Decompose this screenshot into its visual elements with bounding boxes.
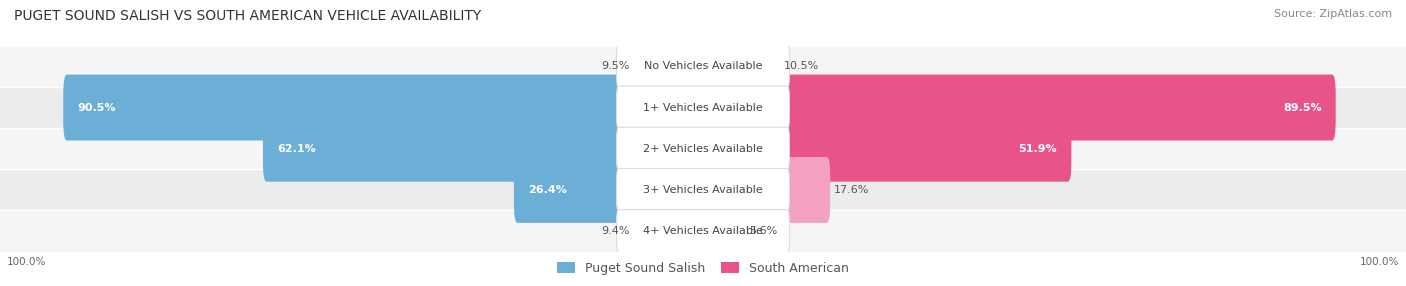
FancyBboxPatch shape bbox=[633, 33, 707, 99]
FancyBboxPatch shape bbox=[700, 198, 747, 264]
Text: 26.4%: 26.4% bbox=[529, 185, 567, 195]
Text: 17.6%: 17.6% bbox=[834, 185, 869, 195]
FancyBboxPatch shape bbox=[0, 46, 1406, 87]
Text: 1+ Vehicles Available: 1+ Vehicles Available bbox=[643, 103, 763, 112]
Text: 100.0%: 100.0% bbox=[7, 257, 46, 267]
FancyBboxPatch shape bbox=[616, 168, 790, 211]
FancyBboxPatch shape bbox=[616, 210, 790, 253]
Text: 10.5%: 10.5% bbox=[785, 61, 820, 71]
FancyBboxPatch shape bbox=[263, 116, 707, 182]
Text: 90.5%: 90.5% bbox=[77, 103, 115, 112]
FancyBboxPatch shape bbox=[616, 45, 790, 88]
Text: 5.6%: 5.6% bbox=[749, 226, 778, 236]
Text: Source: ZipAtlas.com: Source: ZipAtlas.com bbox=[1274, 9, 1392, 19]
FancyBboxPatch shape bbox=[515, 157, 707, 223]
Text: 3+ Vehicles Available: 3+ Vehicles Available bbox=[643, 185, 763, 195]
Text: PUGET SOUND SALISH VS SOUTH AMERICAN VEHICLE AVAILABILITY: PUGET SOUND SALISH VS SOUTH AMERICAN VEH… bbox=[14, 9, 481, 23]
FancyBboxPatch shape bbox=[616, 86, 790, 129]
Text: 9.5%: 9.5% bbox=[600, 61, 630, 71]
FancyBboxPatch shape bbox=[700, 116, 1071, 182]
FancyBboxPatch shape bbox=[63, 75, 707, 140]
Text: 51.9%: 51.9% bbox=[1019, 144, 1057, 154]
Text: 89.5%: 89.5% bbox=[1284, 103, 1322, 112]
FancyBboxPatch shape bbox=[633, 198, 707, 264]
FancyBboxPatch shape bbox=[700, 157, 830, 223]
FancyBboxPatch shape bbox=[700, 33, 780, 99]
Text: 2+ Vehicles Available: 2+ Vehicles Available bbox=[643, 144, 763, 154]
FancyBboxPatch shape bbox=[616, 127, 790, 170]
Text: 100.0%: 100.0% bbox=[1360, 257, 1399, 267]
FancyBboxPatch shape bbox=[0, 87, 1406, 128]
Text: 9.4%: 9.4% bbox=[602, 226, 630, 236]
Legend: Puget Sound Salish, South American: Puget Sound Salish, South American bbox=[551, 257, 855, 280]
FancyBboxPatch shape bbox=[0, 128, 1406, 169]
Text: No Vehicles Available: No Vehicles Available bbox=[644, 61, 762, 71]
Text: 62.1%: 62.1% bbox=[277, 144, 316, 154]
FancyBboxPatch shape bbox=[700, 75, 1336, 140]
FancyBboxPatch shape bbox=[0, 169, 1406, 210]
Text: 4+ Vehicles Available: 4+ Vehicles Available bbox=[643, 226, 763, 236]
FancyBboxPatch shape bbox=[0, 210, 1406, 252]
